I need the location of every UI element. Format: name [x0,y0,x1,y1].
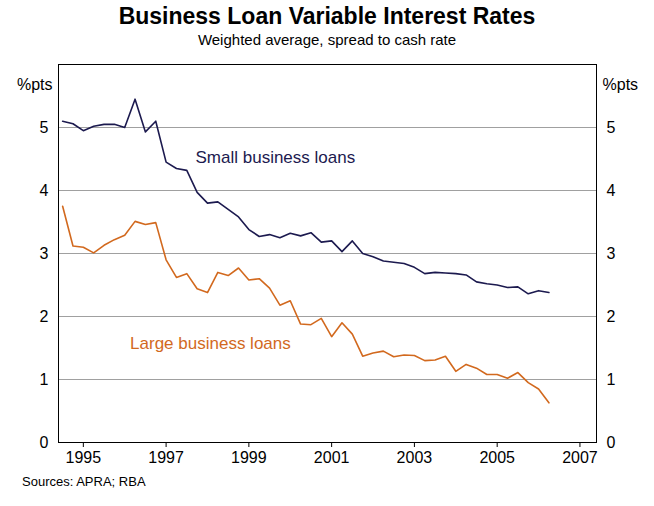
svg-text:0: 0 [40,434,49,451]
svg-text:1: 1 [607,371,616,388]
svg-text:2007: 2007 [562,449,598,466]
svg-text:1997: 1997 [148,449,184,466]
svg-text:1: 1 [40,371,49,388]
svg-text:2001: 2001 [314,449,350,466]
svg-text:5: 5 [607,119,616,136]
svg-text:%pts: %pts [17,76,53,93]
svg-text:3: 3 [607,245,616,262]
html-text:Sources: APRA; RBA: Sources: APRA; RBA [22,474,146,489]
svg-text:0: 0 [607,434,616,451]
html-text:Weighted average, spread to ca: Weighted average, spread to cash rate [197,31,457,48]
svg-text:2: 2 [40,308,49,325]
svg-text:Large business loans: Large business loans [130,334,291,353]
html-text:Business Loan Variable Interes: Business Loan Variable Interest Rates [118,3,536,29]
svg-text:%pts: %pts [603,76,639,93]
svg-text:3: 3 [40,245,49,262]
svg-text:2: 2 [607,308,616,325]
svg-text:2003: 2003 [397,449,433,466]
svg-text:1999: 1999 [231,449,267,466]
svg-text:4: 4 [607,182,616,199]
svg-text:2005: 2005 [479,449,515,466]
svg-text:1995: 1995 [66,449,102,466]
svg-text:4: 4 [40,182,49,199]
svg-text:Small business loans: Small business loans [195,148,355,167]
svg-text:5: 5 [40,119,49,136]
